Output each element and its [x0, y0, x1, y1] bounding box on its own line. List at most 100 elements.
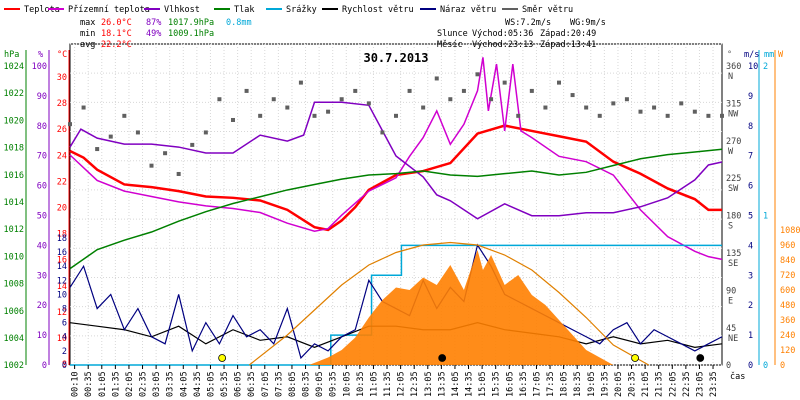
series-point-sm-r-v-tru — [176, 171, 181, 176]
x-tick-label: 03:05 — [152, 371, 162, 397]
temperature-tick: 24 — [57, 151, 67, 161]
x-tick-label: 23:05 — [695, 371, 705, 397]
humidity-tick: 20 — [37, 301, 47, 311]
wind-ms-tick: 0 — [748, 361, 753, 371]
wind-ms-tick: 5 — [748, 212, 753, 222]
series-point-sm-r-v-tru — [149, 163, 154, 168]
solar-tick: 120 — [780, 346, 795, 356]
series-point-sm-r-v-tru — [475, 72, 480, 77]
series-point-sm-r-v-tru — [339, 97, 344, 102]
direction-tick: 180 — [726, 212, 741, 222]
wind-speed-tick: 6 — [62, 319, 67, 329]
wind-speed-tick: 0 — [62, 361, 67, 371]
moonset-text: Západ:13:41 — [540, 40, 596, 50]
wind-speed-tick: 10 — [57, 290, 67, 300]
marker-moonrise — [696, 354, 705, 362]
x-tick-label: 07:35 — [274, 371, 284, 397]
series-point-sm-r-v-tru — [298, 80, 303, 85]
pressure-tick: 1018 — [4, 144, 24, 154]
stat-min-hum: 49% — [146, 29, 161, 39]
x-tick-label: 09:05 — [315, 371, 325, 397]
series-point-sm-r-v-tru — [692, 109, 697, 114]
solar-tick: 840 — [780, 256, 795, 266]
series-point-sm-r-v-tru — [448, 97, 453, 102]
direction-label: E — [728, 296, 733, 306]
stat-max-temp: 26.0°C — [101, 18, 132, 28]
series-point-sm-r-v-tru — [271, 97, 276, 102]
x-tick-label: 00:10 — [71, 371, 81, 397]
sunrise-text: Východ:05:36 — [472, 29, 533, 39]
x-tick-label: 18:35 — [573, 371, 583, 397]
series-point-sm-r-v-tru — [122, 113, 127, 118]
wind-speed-tick: 16 — [57, 248, 67, 258]
sun-label: Slunce — [437, 29, 468, 39]
series-point-sm-r-v-tru — [217, 97, 222, 102]
x-tick-label: 23:35 — [709, 371, 719, 397]
x-tick-label: 10:05 — [342, 371, 352, 397]
wind-speed-stat: WS:7.2m/s — [505, 18, 551, 28]
humidity-tick: 30 — [37, 271, 47, 281]
stat-min-temp: 18.1°C — [101, 29, 132, 39]
series-point-sm-r-v-tru — [557, 80, 561, 85]
humidity-unit: % — [38, 50, 43, 60]
x-tick-label: 22:35 — [682, 371, 692, 397]
series-solar — [309, 250, 614, 365]
pressure-tick: 1024 — [4, 62, 24, 72]
wind-ms-tick: 4 — [748, 241, 753, 251]
x-tick-label: 11:05 — [369, 371, 379, 397]
wind-ms-tick: 2 — [748, 301, 753, 311]
temperature-tick: 12 — [57, 308, 67, 318]
series-point-sm-r-v-tru — [203, 130, 208, 135]
direction-label: N — [728, 72, 733, 82]
direction-label: S — [728, 222, 733, 232]
x-tick-label: 06:05 — [234, 371, 244, 397]
stat-label: avg — [80, 40, 95, 50]
series-point-sm-r-v-tru — [434, 76, 439, 81]
series-point-sm-r-v-tru — [421, 105, 426, 110]
temperature-unit: °C — [57, 50, 67, 60]
series-point-sm-r-v-tru — [258, 113, 263, 118]
temperature-tick: 10 — [57, 334, 67, 344]
moonrise-text: Východ:23:13 — [472, 40, 533, 50]
x-tick-label: 14:35 — [465, 371, 475, 397]
pressure-tick: 1004 — [4, 334, 24, 344]
stat-label: max — [80, 18, 95, 28]
series-point-sm-r-v-tru — [244, 88, 249, 93]
solar-tick: 0 — [780, 361, 785, 371]
humidity-tick: 40 — [37, 241, 47, 251]
pressure-tick: 1008 — [4, 280, 24, 290]
humidity-tick: 50 — [37, 212, 47, 222]
stat-max-hum: 87% — [146, 18, 161, 28]
x-tick-label: 10:35 — [356, 371, 366, 397]
pressure-unit: hPa — [4, 50, 19, 60]
wind-speed-tick: 4 — [62, 333, 67, 343]
x-tick-label: 15:35 — [492, 371, 502, 397]
x-tick-label: 01:35 — [111, 371, 121, 397]
series-point-sm-r-v-tru — [353, 88, 358, 93]
series-point-sm-r-v-tru — [163, 151, 168, 156]
temperature-tick: 18 — [57, 230, 67, 240]
series-point-sm-r-v-tru — [706, 113, 711, 118]
series-point-sm-r-v-tru — [407, 88, 412, 93]
series-point-sm-r-v-tru — [489, 97, 494, 102]
temperature-tick: 26 — [57, 125, 67, 135]
marker-moonset — [438, 354, 447, 362]
x-tick-label: 21:35 — [655, 371, 665, 397]
rain-tick: 1 — [763, 212, 768, 222]
x-tick-label: 14:05 — [451, 371, 461, 397]
x-tick-label: 13:35 — [437, 371, 447, 397]
x-tick-label: 22:05 — [668, 371, 678, 397]
solar-tick: 1080 — [780, 226, 800, 236]
rain-unit: mm — [764, 50, 774, 60]
pressure-tick: 1022 — [4, 89, 24, 99]
series-point-sm-r-v-tru — [570, 93, 575, 98]
series-point-sm-r-v-tru — [285, 105, 290, 110]
legend-label: Teplota — [24, 5, 60, 15]
x-tick-label: 21:05 — [641, 371, 651, 397]
series-point-sm-r-v-tru — [543, 105, 548, 110]
series-point-sm-r-v-tru — [720, 113, 724, 118]
x-tick-label: 16:35 — [519, 371, 529, 397]
x-tick-label: 17:05 — [532, 371, 542, 397]
wind-ms-tick: 9 — [748, 92, 753, 102]
